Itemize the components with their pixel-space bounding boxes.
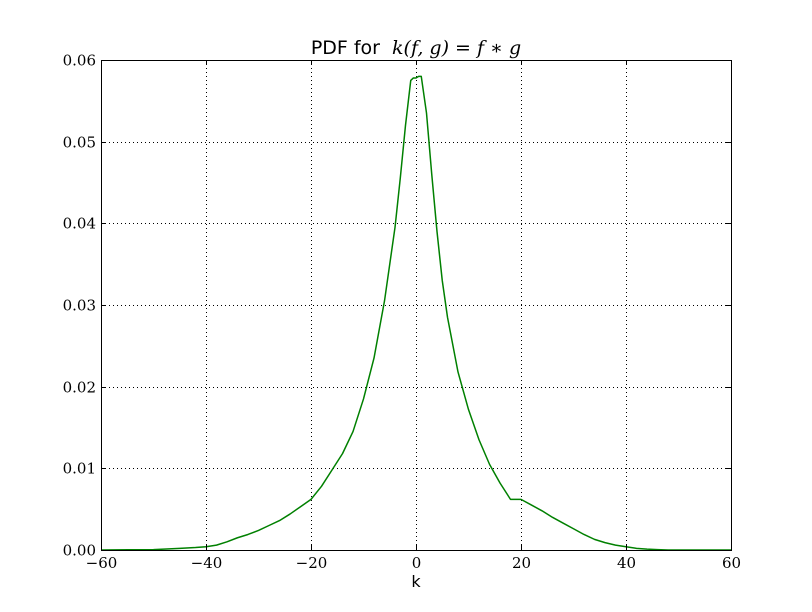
tick-marks (101, 60, 732, 551)
chart-title: PDF for k(f, g) = f ∗ g (311, 37, 521, 59)
x-tick-label: 0 (412, 554, 422, 572)
x-tick-label: 40 (617, 554, 636, 572)
x-tick-label: −20 (296, 554, 328, 572)
y-tick-label: 0.03 (63, 297, 96, 315)
x-axis-label: k (411, 572, 421, 591)
x-tick-label: 60 (722, 554, 741, 572)
y-tick-label: 0.06 (63, 52, 96, 70)
y-tick-label: 0.01 (63, 460, 96, 478)
chart-title-prefix: PDF for (311, 37, 380, 59)
tick-labels: −60 −40 −20 0 20 40 60 0.00 0.01 0.02 0.03 0.04 0.05… (63, 52, 741, 573)
y-tick-label: 0.05 (63, 134, 96, 152)
x-tick-label: 20 (512, 554, 531, 572)
series-line-0 (100, 75, 731, 551)
y-tick-label: 0.00 (63, 542, 96, 560)
x-tick-label: −40 (191, 554, 223, 572)
chart-title-math: k(f, g) = f ∗ g (392, 37, 521, 59)
y-tick-label: 0.04 (63, 215, 96, 233)
x-tick-label: −60 (86, 554, 118, 572)
grid-lines (101, 60, 731, 550)
y-tick-label: 0.02 (63, 379, 96, 397)
series-layer (100, 75, 731, 551)
